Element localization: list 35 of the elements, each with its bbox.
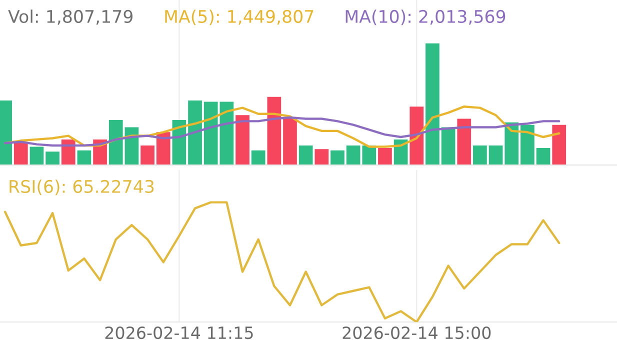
chart-title: Vol: 1,807,179 [8, 10, 132, 25]
bar [457, 118, 472, 165]
bar [46, 152, 60, 165]
bar [77, 150, 92, 165]
bar [251, 150, 266, 165]
bar [140, 146, 154, 165]
bar [552, 124, 566, 165]
bar [536, 148, 550, 165]
bar [14, 142, 28, 165]
x-tick-label: 2026-02-14 15:00 [342, 326, 491, 340]
text: MA(10): 2,013,569 [346, 10, 506, 26]
bar [267, 96, 282, 165]
series-label: RSI(6): 65.22743 [10, 180, 154, 196]
text: MA(5): 1,449,807 [165, 10, 314, 26]
bar [298, 146, 313, 165]
bar [204, 102, 218, 165]
bar [378, 148, 392, 165]
bar [220, 102, 234, 165]
bar [236, 115, 250, 165]
bar [330, 150, 344, 165]
bar [61, 139, 76, 165]
bar [314, 149, 329, 165]
bar [410, 106, 424, 165]
bar [346, 146, 360, 165]
bar [108, 120, 123, 165]
bar [520, 124, 534, 165]
bar [441, 127, 456, 165]
bar [473, 146, 487, 165]
bar [283, 118, 297, 165]
bar [426, 43, 440, 165]
bar [30, 146, 44, 165]
bar [188, 100, 202, 165]
bar [488, 146, 503, 165]
x-tick-label: 2026-02-14 11:15 [105, 326, 253, 340]
bar [362, 146, 376, 165]
